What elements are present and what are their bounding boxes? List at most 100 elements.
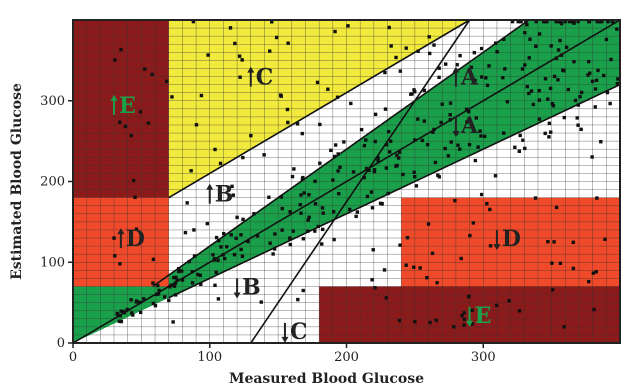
data-point: [544, 132, 547, 135]
data-point: [413, 320, 416, 323]
data-point: [235, 216, 238, 219]
data-point: [594, 105, 597, 108]
data-point: [318, 123, 321, 126]
data-point: [449, 101, 452, 104]
data-point: [173, 284, 176, 287]
data-point: [301, 176, 304, 179]
data-point: [439, 121, 442, 124]
data-point: [151, 281, 154, 284]
data-point: [271, 252, 274, 255]
data-point: [580, 91, 583, 94]
data-point: [170, 95, 173, 98]
data-point: [334, 143, 337, 146]
data-point: [238, 76, 241, 79]
data-point: [572, 241, 575, 244]
data-point: [130, 134, 133, 137]
data-point: [553, 75, 556, 78]
data-point: [147, 121, 150, 124]
data-point: [576, 124, 579, 127]
data-point: [113, 58, 116, 61]
data-point: [240, 58, 243, 61]
data-point: [331, 178, 334, 181]
data-point: [549, 130, 552, 133]
x-axis-ticks: 0 100 200 300: [69, 343, 496, 365]
data-point: [456, 144, 459, 147]
data-point: [342, 140, 345, 143]
data-point: [373, 170, 376, 173]
data-point: [260, 300, 263, 303]
data-point: [594, 87, 597, 90]
data-point: [215, 236, 218, 239]
data-point: [125, 308, 128, 311]
data-point: [547, 135, 550, 138]
data-point: [528, 38, 531, 41]
data-point: [143, 67, 146, 70]
data-point: [574, 99, 577, 102]
data-point: [587, 60, 590, 63]
data-point: [452, 325, 455, 328]
zone-letter: C: [256, 65, 274, 91]
data-point: [609, 58, 612, 61]
data-point: [394, 56, 397, 59]
data-point: [404, 46, 407, 49]
data-point: [421, 139, 424, 142]
data-point: [387, 130, 390, 133]
data-point: [425, 276, 428, 279]
zone-letter: A: [460, 65, 479, 91]
data-point: [399, 69, 402, 72]
data-point: [139, 311, 142, 314]
data-point: [385, 166, 388, 169]
x-tick-label: 200: [334, 350, 359, 365]
data-point: [370, 278, 373, 281]
data-point: [471, 309, 474, 312]
data-point: [595, 196, 598, 199]
data-point: [112, 236, 115, 239]
data-point: [462, 323, 465, 326]
data-point: [476, 145, 479, 148]
data-point: [389, 44, 392, 47]
data-point: [233, 42, 236, 45]
data-point: [333, 155, 336, 158]
data-point: [485, 202, 488, 205]
data-point: [518, 309, 521, 312]
data-point: [313, 229, 316, 232]
data-point: [534, 45, 537, 48]
data-point: [354, 215, 357, 218]
data-point: [548, 122, 551, 125]
data-point: [523, 31, 526, 34]
data-point: [440, 102, 443, 105]
data-point: [239, 248, 242, 251]
data-point: [483, 135, 486, 138]
data-point: [579, 128, 582, 131]
data-point: [349, 102, 352, 105]
data-point: [595, 270, 598, 273]
data-point: [453, 199, 456, 202]
data-point: [213, 148, 216, 151]
data-point: [480, 75, 483, 78]
data-point: [472, 221, 475, 224]
data-point: [292, 167, 295, 170]
data-point: [428, 35, 431, 38]
data-point: [416, 50, 419, 53]
data-point: [427, 222, 430, 225]
data-point: [467, 295, 470, 298]
data-point: [222, 232, 225, 235]
data-point: [395, 154, 398, 157]
data-point: [388, 150, 391, 153]
data-point: [615, 27, 618, 30]
data-point: [549, 44, 552, 47]
data-point: [139, 110, 142, 113]
data-point: [206, 222, 209, 225]
data-point: [366, 195, 369, 198]
data-point: [296, 298, 299, 301]
data-point: [234, 237, 237, 240]
data-point: [473, 51, 476, 54]
data-point: [292, 229, 295, 232]
data-point: [538, 118, 541, 121]
data-point: [326, 88, 329, 91]
data-point: [196, 273, 199, 276]
data-point: [435, 281, 438, 284]
data-point: [468, 143, 471, 146]
data-point: [332, 238, 335, 241]
